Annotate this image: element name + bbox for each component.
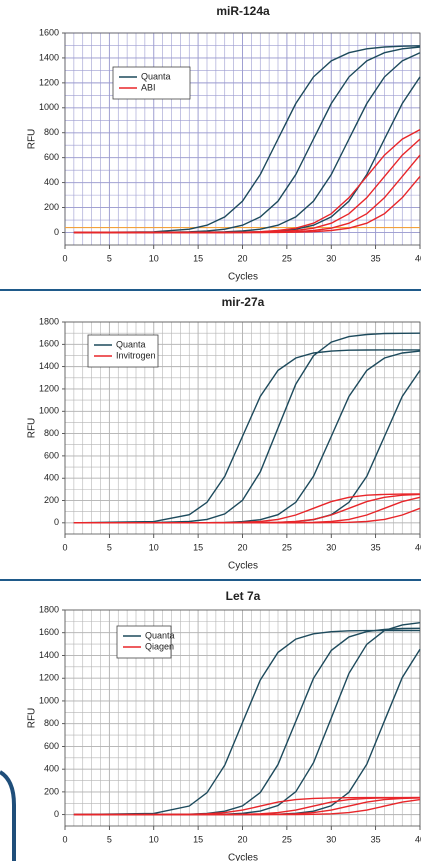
y-tick-label: 0 <box>54 227 59 237</box>
legend-label: Invitrogen <box>116 350 156 360</box>
y-tick-label: 1400 <box>39 650 59 660</box>
y-tick-label: 400 <box>44 177 59 187</box>
y-tick-label: 1200 <box>39 673 59 683</box>
y-tick-label: 200 <box>44 202 59 212</box>
legend-box <box>116 625 172 659</box>
x-tick-label: 40 <box>415 834 421 844</box>
x-tick-label: 15 <box>193 253 203 263</box>
x-tick-label: 35 <box>371 834 381 844</box>
plot-frame <box>64 321 421 535</box>
x-tick-label: 30 <box>326 542 336 552</box>
x-tick-label: 30 <box>326 253 336 263</box>
curve <box>73 350 421 524</box>
y-tick-label: 0 <box>54 517 59 527</box>
x-tick-label: 5 <box>107 542 112 552</box>
legend-label: Qiagen <box>145 641 174 651</box>
y-tick-label: 1400 <box>39 52 59 62</box>
y-tick-label: 600 <box>44 450 59 460</box>
y-tick-label: 200 <box>44 786 59 796</box>
x-tick-label: 10 <box>149 253 159 263</box>
legend-box <box>87 334 159 368</box>
y-tick-label: 1600 <box>39 339 59 349</box>
curve <box>73 46 421 234</box>
chart-title: Let 7a <box>226 589 261 603</box>
y-tick-label: 1600 <box>39 627 59 637</box>
legend-label: Quanta <box>145 630 175 640</box>
curve <box>73 370 421 524</box>
y-tick-label: 600 <box>44 152 59 162</box>
y-tick-label: 1800 <box>39 604 59 614</box>
x-tick-label: 40 <box>415 542 421 552</box>
x-axis-title: Cycles <box>228 561 258 572</box>
curve <box>73 648 421 816</box>
curve <box>73 798 421 816</box>
x-tick-label: 30 <box>326 834 336 844</box>
y-tick-label: 400 <box>44 473 59 483</box>
x-tick-label: 0 <box>62 253 67 263</box>
y-tick-label: 1600 <box>39 27 59 37</box>
x-tick-label: 20 <box>237 542 247 552</box>
x-tick-label: 35 <box>371 542 381 552</box>
curve <box>73 493 421 524</box>
x-tick-label: 5 <box>107 834 112 844</box>
x-tick-label: 10 <box>149 542 159 552</box>
y-tick-label: 0 <box>54 809 59 819</box>
y-axis-title: RFU <box>27 708 38 729</box>
y-tick-label: 1200 <box>39 77 59 87</box>
curve <box>73 76 421 234</box>
y-tick-label: 200 <box>44 495 59 505</box>
x-tick-label: 40 <box>415 253 421 263</box>
x-tick-label: 10 <box>149 834 159 844</box>
x-tick-label: 20 <box>237 834 247 844</box>
curve <box>73 493 421 524</box>
y-axis-title: RFU <box>27 129 38 150</box>
panel: miR-124a 0 200 400 600 800 1000 1200 1400 1600 0 5 1… <box>27 4 421 282</box>
curve <box>73 507 421 524</box>
x-tick-label: 5 <box>107 253 112 263</box>
y-tick-label: 800 <box>44 127 59 137</box>
curve <box>73 175 421 234</box>
panel: Let 7a 0 200 400 600 800 1000 1200 1400 1600 1800 0… <box>27 589 421 861</box>
chart-title: mir-27a <box>222 295 265 309</box>
y-tick-label: 400 <box>44 764 59 774</box>
y-tick-label: 800 <box>44 718 59 728</box>
curve <box>73 45 421 234</box>
curve <box>73 332 421 524</box>
y-tick-label: 1000 <box>39 695 59 705</box>
plot-frame <box>64 609 421 827</box>
plot-frame <box>64 32 421 246</box>
curve <box>73 349 420 524</box>
x-tick-label: 25 <box>282 542 292 552</box>
chart-title: miR-124a <box>216 4 270 18</box>
y-tick-label: 600 <box>44 741 59 751</box>
decoration <box>0 770 16 861</box>
x-tick-label: 35 <box>371 253 381 263</box>
curve <box>73 138 421 234</box>
x-axis-title: Cycles <box>228 853 258 861</box>
y-axis-title: RFU <box>27 418 38 439</box>
x-tick-label: 15 <box>193 542 203 552</box>
x-axis-title: Cycles <box>228 272 258 283</box>
x-tick-label: 25 <box>282 834 292 844</box>
x-tick-label: 25 <box>282 253 292 263</box>
y-tick-label: 800 <box>44 428 59 438</box>
y-tick-label: 1000 <box>39 406 59 416</box>
y-tick-label: 1000 <box>39 102 59 112</box>
x-tick-label: 0 <box>62 542 67 552</box>
x-tick-label: 15 <box>193 834 203 844</box>
y-tick-label: 1200 <box>39 383 59 393</box>
legend-label: Quanta <box>141 71 171 81</box>
legend-box <box>112 66 191 100</box>
legend-label: ABI <box>141 82 156 92</box>
y-tick-label: 1400 <box>39 361 59 371</box>
x-tick-label: 20 <box>237 253 247 263</box>
panel: mir-27a020040060080010001200140016001800… <box>27 295 421 571</box>
x-tick-label: 0 <box>62 834 67 844</box>
y-tick-label: 1800 <box>39 316 59 326</box>
legend-label: Quanta <box>116 339 146 349</box>
